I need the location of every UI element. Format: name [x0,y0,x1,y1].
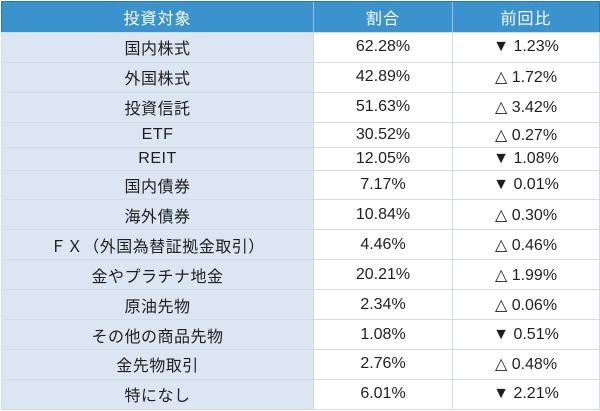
change-value-cell: ▼ 0.01% [452,169,600,201]
change-value-cell: ▼ 2.21% [452,378,600,411]
table-row: ＦＸ（外国為替証拠金取引） 4.46% △ 0.46% [1,229,600,261]
header-row: 投資対象 割合 前回比 [1,1,600,33]
table-row: REIT 12.05% ▼ 1.08% [1,146,600,171]
ratio-value-cell: 12.05% [313,146,453,171]
ratio-value-cell: 62.28% [313,32,453,63]
asset-label-cell: その他の商品先物 [1,319,314,351]
ratio-value-cell: 30.52% [313,121,453,148]
table-body: 国内株式 62.28% ▼ 1.23% 外国株式 42.89% △ 1.72% … [1,32,600,411]
table-row: ETF 30.52% △ 0.27% [1,121,600,148]
ratio-value-cell: 4.46% [313,229,453,261]
table-row: その他の商品先物 1.08% ▼ 0.51% [1,319,600,351]
change-value-cell: △ 0.46% [452,229,600,261]
asset-label-cell: ETF [1,121,314,148]
asset-label-cell: 原油先物 [1,289,314,321]
asset-label-cell: 国内株式 [1,32,314,63]
ratio-value-cell: 2.76% [313,349,453,380]
table-row: 特になし 6.01% ▼ 2.21% [1,378,600,411]
asset-label-cell: 海外債券 [1,199,314,231]
asset-label-cell: 金やプラチナ地金 [1,259,314,291]
ratio-value-cell: 7.17% [313,169,453,201]
asset-label-cell: REIT [1,146,314,171]
change-value-cell: △ 1.99% [452,259,600,291]
change-value-cell: △ 0.06% [452,289,600,321]
table-row: 金やプラチナ地金 20.21% △ 1.99% [1,259,600,291]
asset-label-cell: 金先物取引 [1,349,314,380]
table-row: 金先物取引 2.76% △ 0.48% [1,349,600,380]
ratio-value-cell: 10.84% [313,199,453,231]
column-header-ratio: 割合 [313,1,453,33]
change-value-cell: ▼ 0.51% [452,319,600,351]
asset-label-cell: 投資信託 [1,91,314,123]
table-row: 原油先物 2.34% △ 0.06% [1,289,600,321]
change-value-cell: △ 3.42% [452,91,600,123]
table-row: 国内株式 62.28% ▼ 1.23% [1,32,600,63]
ratio-value-cell: 6.01% [313,378,453,411]
change-value-cell: ▼ 1.23% [452,32,600,63]
ratio-value-cell: 20.21% [313,259,453,291]
asset-label-cell: 国内債券 [1,169,314,201]
asset-label-cell: 外国株式 [1,61,314,93]
column-header-change: 前回比 [452,1,600,33]
table-row: 投資信託 51.63% △ 3.42% [1,91,600,123]
change-value-cell: ▼ 1.08% [452,146,600,171]
table-row: 国内債券 7.17% ▼ 0.01% [1,169,600,201]
ratio-value-cell: 42.89% [313,61,453,93]
asset-label-cell: ＦＸ（外国為替証拠金取引） [1,229,314,261]
asset-label-cell: 特になし [1,378,314,411]
ratio-value-cell: 1.08% [313,319,453,351]
ratio-value-cell: 51.63% [313,91,453,123]
change-value-cell: △ 1.72% [452,61,600,93]
table-row: 海外債券 10.84% △ 0.30% [1,199,600,231]
change-value-cell: △ 0.30% [452,199,600,231]
column-header-target: 投資対象 [1,1,314,33]
change-value-cell: △ 0.27% [452,121,600,148]
change-value-cell: △ 0.48% [452,349,600,380]
ratio-value-cell: 2.34% [313,289,453,321]
table-row: 外国株式 42.89% △ 1.72% [1,61,600,93]
